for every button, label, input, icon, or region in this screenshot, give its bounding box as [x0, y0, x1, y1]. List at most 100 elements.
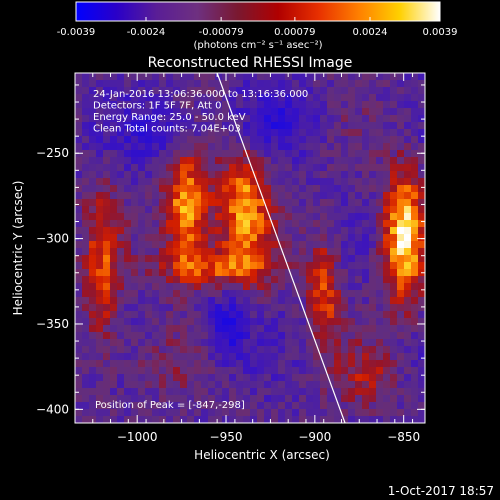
heatmap-cell	[390, 297, 398, 305]
heatmap-cell	[285, 234, 293, 242]
heatmap-cell	[131, 374, 139, 382]
heatmap-cell	[264, 241, 272, 249]
heatmap-cell	[187, 178, 195, 186]
heatmap-cell	[334, 304, 342, 312]
heatmap-cell	[201, 262, 209, 270]
heatmap-cell	[222, 108, 230, 116]
heatmap-cell	[418, 178, 426, 186]
heatmap-cell	[257, 353, 265, 361]
heatmap-cell	[243, 213, 251, 221]
heatmap-cell	[103, 297, 111, 305]
heatmap-cell	[250, 409, 258, 417]
heatmap-cell	[355, 80, 363, 88]
heatmap-cell	[369, 402, 377, 410]
heatmap-cell	[110, 269, 118, 277]
heatmap-cell	[103, 101, 111, 109]
heatmap-cell	[152, 213, 160, 221]
heatmap-cell	[292, 318, 300, 326]
heatmap-cell	[418, 409, 426, 417]
heatmap-cell	[159, 388, 167, 396]
heatmap-cell	[313, 80, 321, 88]
heatmap-cell	[208, 262, 216, 270]
heatmap-cell	[222, 192, 230, 200]
heatmap-cell	[376, 157, 384, 165]
heatmap-cell	[152, 409, 160, 417]
heatmap-cell	[110, 164, 118, 172]
heatmap-cell	[320, 283, 328, 291]
heatmap-cell	[236, 262, 244, 270]
heatmap-cell	[236, 122, 244, 130]
heatmap-cell	[201, 178, 209, 186]
heatmap-cell	[166, 255, 174, 263]
heatmap-cell	[201, 101, 209, 109]
heatmap-cell	[103, 178, 111, 186]
heatmap-cell	[271, 199, 279, 207]
heatmap-cell	[194, 262, 202, 270]
heatmap-cell	[159, 178, 167, 186]
heatmap-cell	[243, 276, 251, 284]
heatmap-cell	[355, 227, 363, 235]
heatmap-cell	[117, 143, 125, 151]
heatmap-cell	[138, 318, 146, 326]
heatmap-cell	[404, 157, 412, 165]
heatmap-cell	[75, 87, 83, 95]
heatmap-cell	[96, 241, 104, 249]
heatmap-cell	[390, 367, 398, 375]
heatmap-cell	[124, 213, 132, 221]
heatmap-cell	[320, 122, 328, 130]
heatmap-cell	[117, 115, 125, 123]
heatmap-cell	[369, 234, 377, 242]
heatmap-cell	[355, 213, 363, 221]
heatmap-cell	[369, 241, 377, 249]
heatmap-cell	[96, 374, 104, 382]
heatmap-cell	[369, 108, 377, 116]
heatmap-cell	[341, 178, 349, 186]
heatmap-cell	[376, 269, 384, 277]
heatmap-cell	[376, 297, 384, 305]
heatmap-cell	[110, 374, 118, 382]
heatmap-cell	[96, 353, 104, 361]
heatmap-cell	[313, 108, 321, 116]
heatmap-cell	[180, 80, 188, 88]
heatmap-cell	[110, 297, 118, 305]
heatmap-cell	[75, 94, 83, 102]
heatmap-cell	[138, 234, 146, 242]
heatmap-cell	[103, 206, 111, 214]
heatmap-cell	[208, 171, 216, 179]
heatmap-cell	[229, 241, 237, 249]
heatmap-cell	[271, 115, 279, 123]
heatmap-cell	[201, 143, 209, 151]
heatmap-cell	[180, 255, 188, 263]
heatmap-cell	[208, 367, 216, 375]
heatmap-cell	[131, 220, 139, 228]
heatmap-cell	[103, 220, 111, 228]
heatmap-cell	[299, 164, 307, 172]
heatmap-cell	[278, 269, 286, 277]
heatmap-cell	[117, 276, 125, 284]
heatmap-cell	[215, 388, 223, 396]
heatmap-cell	[313, 150, 321, 158]
heatmap-cell	[117, 220, 125, 228]
heatmap-cell	[355, 332, 363, 340]
heatmap-cell	[250, 283, 258, 291]
heatmap-cell	[306, 178, 314, 186]
heatmap-cell	[376, 262, 384, 270]
heatmap-cell	[201, 416, 209, 424]
heatmap-cell	[271, 157, 279, 165]
heatmap-cell	[145, 255, 153, 263]
heatmap-cell	[138, 353, 146, 361]
heatmap-cell	[278, 122, 286, 130]
heatmap-cell	[180, 262, 188, 270]
heatmap-cell	[250, 381, 258, 389]
heatmap-cell	[264, 269, 272, 277]
heatmap-cell	[215, 171, 223, 179]
heatmap-cell	[215, 234, 223, 242]
heatmap-cell	[320, 87, 328, 95]
heatmap-cell	[180, 129, 188, 137]
heatmap-cell	[271, 108, 279, 116]
heatmap-cell	[397, 381, 405, 389]
heatmap-cell	[313, 220, 321, 228]
heatmap-cell	[355, 143, 363, 151]
heatmap-cell	[236, 143, 244, 151]
heatmap-cell	[96, 171, 104, 179]
